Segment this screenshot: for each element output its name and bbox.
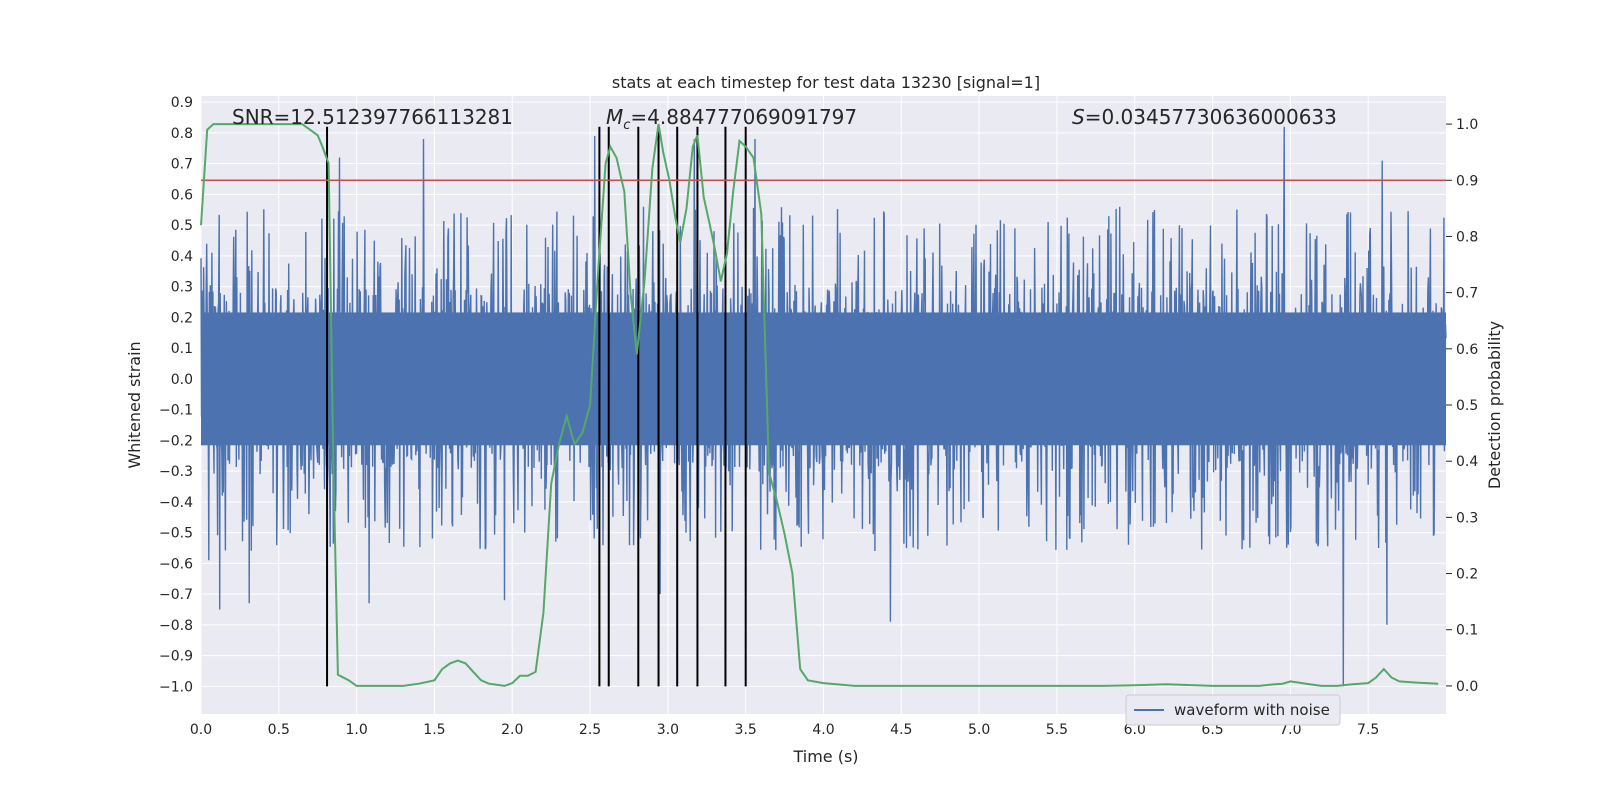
y-left-tick-label: −0.2 xyxy=(159,433,193,449)
y-right-tick-label: 0.1 xyxy=(1456,623,1478,639)
right-y-axis-label: Detection probability xyxy=(1485,321,1504,489)
x-tick-label: 7.5 xyxy=(1357,722,1379,738)
y-right-tick-label: 0.6 xyxy=(1456,342,1478,358)
x-tick-label: 2.0 xyxy=(501,722,523,738)
y-left-tick-label: −0.6 xyxy=(159,556,193,572)
x-ticks: 0.0 0.5 1.0 1.5 2.0 2.5 3.0 3.5 4.0 4.5 5.0 5.5 6.0 6… xyxy=(190,722,1379,738)
x-tick-label: 6.0 xyxy=(1124,722,1146,738)
y-left-tick-label: 0.9 xyxy=(171,95,193,111)
y-left-tick-label: −0.3 xyxy=(159,464,193,480)
y-left-tick-label: −0.1 xyxy=(159,403,193,419)
x-tick-label: 4.0 xyxy=(812,722,834,738)
y-left-tick-label: −0.8 xyxy=(159,618,193,634)
y-left-tick-label: 0.0 xyxy=(171,372,193,388)
chirp-mass-subscript: c xyxy=(623,118,630,133)
y-left-tick-label: 0.4 xyxy=(171,249,193,265)
s-symbol: S xyxy=(1072,105,1085,129)
legend-label-waveform: waveform with noise xyxy=(1174,701,1330,719)
y-right-tick-label: 0.3 xyxy=(1456,510,1478,526)
x-tick-label: 2.5 xyxy=(579,722,601,738)
right-y-ticks: 0.0 0.1 0.2 0.3 0.4 0.5 0.6 0.7 0.8 0.9 1.0 xyxy=(1446,117,1478,695)
y-left-tick-label: 0.5 xyxy=(171,218,193,234)
event-markers xyxy=(326,126,747,687)
y-right-tick-label: 1.0 xyxy=(1456,117,1478,133)
y-right-tick-label: 0.5 xyxy=(1456,398,1478,414)
x-tick-label: 4.5 xyxy=(890,722,912,738)
waveform-trace xyxy=(200,126,1447,687)
chirp-mass-symbol: M xyxy=(606,105,623,129)
y-right-tick-label: 0.9 xyxy=(1456,173,1478,189)
y-left-tick-label: 0.3 xyxy=(171,280,193,296)
s-value: =0.03457730636000633 xyxy=(1085,105,1337,129)
y-right-tick-label: 0.2 xyxy=(1456,567,1478,583)
left-y-axis-label: Whitened strain xyxy=(125,341,144,468)
chirp-mass-annotation: Mc=4.884777069091797 xyxy=(606,105,857,133)
y-left-tick-label: −0.4 xyxy=(159,495,193,511)
waveform-series xyxy=(200,126,1447,687)
y-left-tick-label: 0.6 xyxy=(171,187,193,203)
y-left-tick-label: 0.7 xyxy=(171,157,193,173)
y-right-tick-label: 0.0 xyxy=(1456,679,1478,695)
x-tick-label: 7.0 xyxy=(1279,722,1301,738)
detection-probability-line xyxy=(200,123,1439,687)
y-left-tick-label: 0.2 xyxy=(171,310,193,326)
chirp-mass-value: =4.884777069091797 xyxy=(630,105,857,129)
y-left-tick-label: −1.0 xyxy=(159,679,193,695)
x-axis-label: Time (s) xyxy=(792,747,858,766)
s-annotation: S=0.03457730636000633 xyxy=(1072,105,1337,129)
x-tick-label: 5.5 xyxy=(1046,722,1068,738)
y-left-tick-label: −0.7 xyxy=(159,587,193,603)
y-left-tick-label: 0.8 xyxy=(171,126,193,142)
x-tick-label: 3.5 xyxy=(735,722,757,738)
y-right-tick-label: 0.8 xyxy=(1456,229,1478,245)
left-y-ticks: 0.9 0.8 0.7 0.6 0.5 0.4 0.3 0.2 0.1 0.0 −0.1 −0.2 −0… xyxy=(159,95,193,695)
x-tick-label: 0.5 xyxy=(268,722,290,738)
x-tick-label: 5.0 xyxy=(968,722,990,738)
x-tick-label: 6.5 xyxy=(1201,722,1223,738)
y-right-tick-label: 0.4 xyxy=(1456,454,1478,470)
x-tick-label: 1.5 xyxy=(423,722,445,738)
legend: waveform with noise xyxy=(1125,694,1341,726)
y-left-tick-label: −0.9 xyxy=(159,649,193,665)
snr-annotation: SNR=12.512397766113281 xyxy=(232,105,513,129)
chart-title: stats at each timestep for test data 132… xyxy=(612,73,1040,92)
x-tick-label: 0.0 xyxy=(190,722,212,738)
y-left-tick-label: −0.5 xyxy=(159,526,193,542)
y-left-tick-label: 0.1 xyxy=(171,341,193,357)
x-tick-label: 1.0 xyxy=(345,722,367,738)
x-tick-label: 3.0 xyxy=(657,722,679,738)
y-right-tick-label: 0.7 xyxy=(1456,286,1478,302)
legend-box xyxy=(1125,694,1341,726)
